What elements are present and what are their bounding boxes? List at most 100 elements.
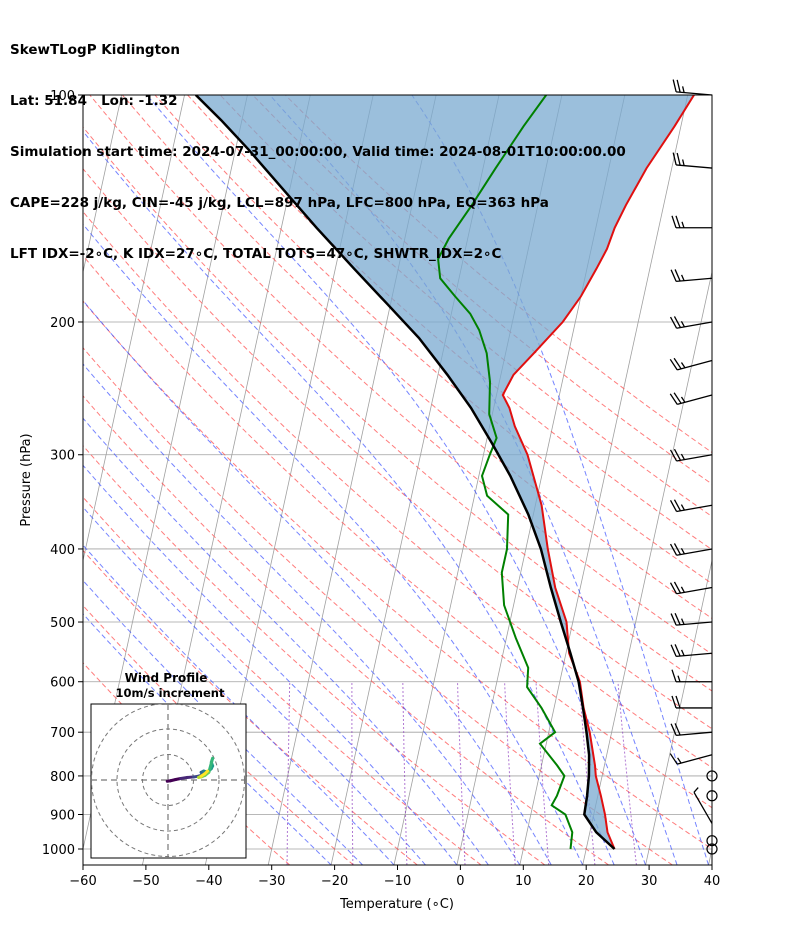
wind-barb-shaft <box>676 621 713 626</box>
wind-barb <box>671 695 712 709</box>
mixing-ratio-line <box>578 681 596 865</box>
wind-barb-flag <box>672 152 677 166</box>
wind-barb-half-flag <box>680 453 685 460</box>
moist-adiabat <box>269 95 678 865</box>
temperature-profile <box>501 95 695 850</box>
chart-header: SkewTLogP Kidlington Lat: 51.84 Lon: -1.… <box>10 8 626 280</box>
hodograph-segment <box>207 756 215 774</box>
dry-adiabat <box>122 95 712 620</box>
y-tick-label: 500 <box>50 616 75 631</box>
chart-title: SkewTLogP Kidlington <box>10 42 180 58</box>
wind-barb-flag <box>673 392 682 404</box>
dry-adiabat <box>83 662 291 865</box>
x-tick-label: 10 <box>515 874 532 889</box>
x-tick-label: −10 <box>384 874 411 889</box>
wind-barb-flag <box>670 723 677 736</box>
wind-barb <box>706 790 718 802</box>
y-tick-label: 900 <box>50 808 75 823</box>
wind-barb-half-flag <box>680 274 685 281</box>
wind-barb-flag <box>673 543 682 555</box>
wind-barb-flag <box>671 669 677 682</box>
parcel-profile <box>194 95 616 850</box>
dry-adiabat <box>83 126 712 692</box>
wind-barb <box>706 835 718 847</box>
x-tick-label: −40 <box>195 874 222 889</box>
x-tick-label: −20 <box>321 874 348 889</box>
wind-barb-flag <box>673 357 682 370</box>
wind-barb-half-flag <box>680 586 685 593</box>
wind-barb <box>671 669 712 683</box>
y-tick-label: 800 <box>50 770 75 785</box>
mixing-ratio-line <box>351 681 354 865</box>
wind-barb-flag <box>673 499 682 512</box>
x-tick-label: 20 <box>578 874 595 889</box>
mixing-ratio-line <box>286 681 291 865</box>
mixing-ratio-line <box>504 681 516 865</box>
dry-adiabat <box>284 95 712 454</box>
wind-barb-flag <box>676 79 681 93</box>
wind-barb <box>669 753 713 765</box>
wind-barb-flag <box>669 500 678 512</box>
isotherm-line <box>645 558 712 865</box>
y-axis-label: Pressure (hPa) <box>19 433 34 526</box>
wind-barb-half-flag <box>677 757 682 764</box>
wind-barb-shaft <box>676 652 713 658</box>
indices-line: LFT IDX=-2∘C, K IDX=27∘C, TOTAL TOTS=47∘… <box>10 246 502 262</box>
mixing-ratio-line <box>617 681 637 865</box>
wind-barb-flag <box>671 215 677 228</box>
dry-adiabat <box>89 95 712 655</box>
wind-barb-shaft <box>676 504 713 513</box>
dry-adiabat <box>83 300 712 850</box>
wind-barb-flag <box>669 582 678 595</box>
wind-barb-flag <box>670 613 677 626</box>
wind-barb-shaft <box>693 791 713 824</box>
isotherm-line <box>83 95 122 274</box>
wind-barb-half-flag <box>680 396 686 403</box>
y-tick-label: 300 <box>50 449 75 464</box>
wind-barb-shaft <box>676 164 713 169</box>
wind-barb-calm <box>706 843 718 855</box>
dry-adiabat <box>83 496 482 865</box>
moist-adiabat <box>83 299 552 865</box>
moist-adiabat <box>146 95 647 865</box>
time-line: Simulation start time: 2024-07-31_00:00:… <box>10 144 626 160</box>
wind-barb-half-flag <box>693 787 699 793</box>
wind-barb <box>669 499 713 513</box>
wind-barb-flag <box>669 449 678 462</box>
wind-barb <box>672 152 713 169</box>
wind-barb-flag <box>671 695 677 709</box>
wind-barb-half-flag <box>677 675 681 682</box>
wind-barb <box>670 612 713 626</box>
dry-adiabat <box>83 395 609 865</box>
wind-barb <box>671 215 712 229</box>
wind-barb-flag <box>674 644 681 657</box>
wind-barb-flag <box>670 269 677 282</box>
wind-barb-half-flag <box>680 362 686 369</box>
y-tick-label: 600 <box>50 676 75 691</box>
wind-barb-shaft <box>676 731 713 736</box>
moist-adiabat <box>83 506 426 865</box>
wind-barb-flag <box>675 215 681 228</box>
wind-barb <box>669 581 713 595</box>
wind-barb <box>669 316 713 329</box>
hodograph-title: Wind Profile <box>125 671 208 685</box>
wind-barb-flag <box>669 358 678 371</box>
wind-barb-shaft <box>676 454 713 462</box>
wind-barb-flag <box>669 393 678 405</box>
isotherm-line <box>771 95 794 865</box>
isotherm-line <box>582 270 712 865</box>
dry-adiabat <box>83 167 712 730</box>
dry-adiabat <box>252 95 712 485</box>
wind-barb <box>669 448 713 462</box>
wind-barb-flag <box>672 79 677 93</box>
mixing-ratio-line <box>402 681 408 865</box>
wind-barb <box>706 770 718 782</box>
x-tick-label: 0 <box>456 874 464 889</box>
moist-adiabat <box>83 613 332 865</box>
wind-barb-flag <box>670 644 677 657</box>
wind-barb-half-flag <box>680 504 685 511</box>
hodograph-segment <box>203 769 210 776</box>
parameters-line: CAPE=228 j/kg, CIN=-45 j/kg, LCL=897 hPa… <box>10 195 549 211</box>
moist-adiabat <box>83 544 395 865</box>
wind-barb <box>670 723 713 736</box>
